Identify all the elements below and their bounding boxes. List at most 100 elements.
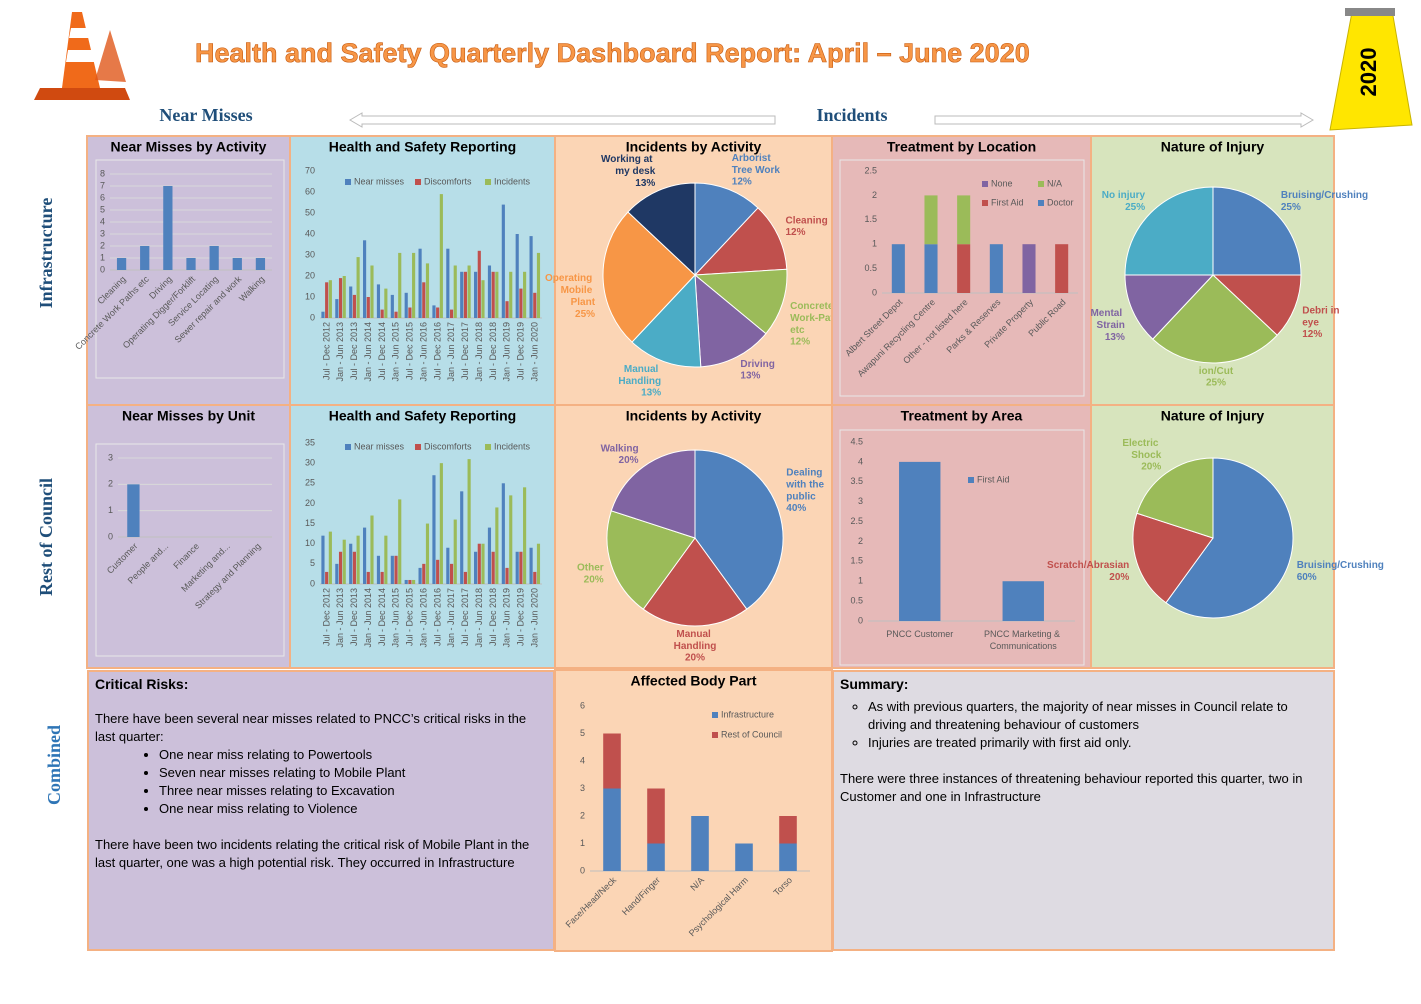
pie-value-label: 20% xyxy=(685,653,705,664)
list-item: One near miss relating to Powertools xyxy=(159,746,547,764)
pie-slice xyxy=(1211,274,1302,336)
bar xyxy=(436,307,440,318)
y-tick-label: 30 xyxy=(305,249,315,259)
x-tick-label: Jan - Jun 2018 xyxy=(474,588,484,648)
bar xyxy=(140,246,150,270)
y-tick-label: 3 xyxy=(108,452,113,462)
legend-label: Discomforts xyxy=(424,441,472,451)
x-tick-label: Jul - Dec 2017 xyxy=(460,322,470,380)
bar xyxy=(366,297,370,318)
plot-frame xyxy=(95,443,285,657)
bar xyxy=(328,531,332,584)
bar xyxy=(474,271,478,318)
bar xyxy=(356,257,360,318)
y-tick-label: 5 xyxy=(580,728,585,738)
chart-panel xyxy=(554,669,833,952)
pie-label: Debri in eye xyxy=(1302,305,1342,328)
bar xyxy=(487,265,492,318)
legend-label: Near misses xyxy=(354,441,405,451)
y-tick-label: 0 xyxy=(858,615,863,625)
pie-slice xyxy=(631,273,702,368)
bar xyxy=(363,240,367,318)
bar xyxy=(384,535,388,584)
bar xyxy=(404,292,408,318)
y-tick-label: 1 xyxy=(872,239,877,249)
x-tick-label: Jul - Dec 2017 xyxy=(460,588,470,646)
bar xyxy=(432,475,436,584)
legend-label: First Aid xyxy=(977,474,1010,484)
y-tick-label: 3 xyxy=(580,783,585,793)
legend-swatch xyxy=(712,712,718,718)
x-tick-label: Jan - Jun 2013 xyxy=(335,588,345,648)
list-item: Injuries are treated primarily with firs… xyxy=(868,734,1327,752)
year-sign: 2020 xyxy=(1329,8,1413,131)
bar xyxy=(398,499,402,584)
bar xyxy=(439,194,443,318)
bar xyxy=(519,288,523,318)
x-tick-label: Jan - Jun 2020 xyxy=(529,322,539,382)
legend-label: Discomforts xyxy=(424,176,472,186)
bar xyxy=(487,527,492,584)
pie-slice xyxy=(693,268,788,335)
bar xyxy=(495,507,499,584)
pie-slice xyxy=(642,537,748,627)
bar xyxy=(127,484,140,537)
x-tick-label: Jan - Jun 2013 xyxy=(335,322,345,382)
pie-slice xyxy=(1132,512,1214,604)
chart-title: Health and Safety Reporting xyxy=(329,139,516,155)
x-tick-label: Jul - Dec 2013 xyxy=(349,588,359,646)
bar xyxy=(477,543,481,584)
bar xyxy=(1022,244,1036,293)
pie-slice xyxy=(694,449,784,610)
plot-frame xyxy=(95,159,285,379)
y-tick-label: 20 xyxy=(305,498,315,508)
chart-panel xyxy=(289,135,556,406)
y-tick-label: 10 xyxy=(305,291,315,301)
pie-value-label: 13% xyxy=(740,371,760,382)
pie-value-label: 20% xyxy=(1141,461,1161,472)
pie-value-label: 40% xyxy=(786,503,806,514)
chart-title: Incidents by Activity xyxy=(626,139,762,155)
bar xyxy=(460,491,464,584)
pie-slice xyxy=(602,211,696,343)
pie-value-label: 25% xyxy=(1125,202,1145,213)
bar xyxy=(363,527,367,584)
pie-label: Electric Shock xyxy=(1122,437,1161,460)
bar xyxy=(335,299,339,318)
y-tick-label: 8 xyxy=(100,168,105,178)
x-tick-label: Jan - Jun 2016 xyxy=(418,588,428,648)
pie-value-label: 20% xyxy=(619,455,639,466)
x-tick-label: Jul - Dec 2018 xyxy=(488,588,498,646)
y-tick-label: 0.5 xyxy=(850,595,863,605)
pie-slice xyxy=(606,510,696,610)
bar xyxy=(412,579,416,584)
pie-value-label: 13% xyxy=(635,178,655,189)
legend-swatch xyxy=(415,179,421,185)
bar xyxy=(495,271,499,318)
x-tick-label: Jul - Dec 2012 xyxy=(321,588,331,646)
y-tick-label: 1.5 xyxy=(850,556,863,566)
x-tick-label: Jul - Dec 2019 xyxy=(516,588,526,646)
y-tick-label: 3 xyxy=(100,228,105,238)
x-tick-label: Jan - Jun 2014 xyxy=(363,322,373,382)
bar xyxy=(338,278,343,318)
bar xyxy=(603,733,621,789)
bar xyxy=(467,265,471,318)
y-tick-label: 0 xyxy=(310,578,315,588)
y-tick-label: 4 xyxy=(580,755,585,765)
y-tick-label: 1 xyxy=(858,576,863,586)
chart-title: Health and Safety Reporting xyxy=(329,408,516,424)
pie-value-label: 25% xyxy=(575,309,595,320)
x-tick-label: Jul - Dec 2016 xyxy=(432,322,442,380)
bar xyxy=(779,816,797,844)
legend-swatch xyxy=(982,200,988,206)
bar xyxy=(398,252,402,318)
y-tick-label: 3 xyxy=(858,496,863,506)
pie-slice xyxy=(610,449,696,539)
legend-label: Rest of Council xyxy=(721,729,782,739)
y-tick-label: 20 xyxy=(305,270,315,280)
arrow xyxy=(349,112,776,128)
y-tick-label: 5 xyxy=(100,204,105,214)
bar xyxy=(474,551,478,584)
bar xyxy=(412,252,416,318)
